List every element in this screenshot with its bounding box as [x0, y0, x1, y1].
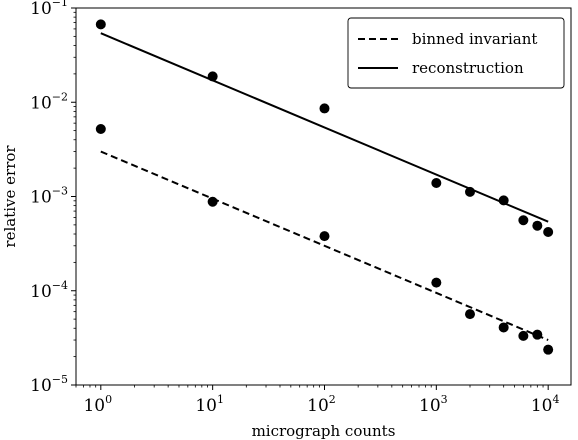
binned-invariant-fit-line: [100, 150, 549, 341]
x-tick-label: 102: [307, 393, 336, 416]
y-tick-label: 10−1: [30, 0, 68, 19]
reconstruction-point: [319, 103, 330, 114]
x-tick-label: 100: [83, 393, 112, 416]
x-axis-label: micrograph counts: [252, 422, 396, 440]
reconstruction-point: [95, 19, 106, 30]
legend-label: binned invariant: [412, 30, 537, 48]
legend: binned invariant reconstruction: [347, 17, 565, 89]
x-axis: 100 101 102 103 104: [75, 385, 560, 416]
x-tick-label: 103: [419, 393, 448, 416]
reconstruction-point: [431, 178, 442, 189]
binned-invariant-point: [518, 330, 529, 341]
plot-marks: [95, 19, 554, 355]
x-tick-label: 101: [195, 393, 224, 416]
reconstruction-fit-line: [100, 32, 549, 223]
binned-invariant-point: [498, 322, 509, 333]
binned-invariant-point: [319, 231, 330, 242]
y-tick-label: 10−4: [30, 279, 68, 302]
binned-invariant-point: [95, 124, 106, 135]
y-tick-label: 10−5: [30, 373, 68, 396]
y-tick-label: 10−3: [30, 185, 68, 208]
legend-box: [347, 17, 565, 89]
x-tick-label: 104: [531, 393, 560, 416]
reconstruction-point: [518, 215, 529, 226]
y-axis-label: relative error: [1, 145, 19, 248]
y-tick-label: 10−2: [30, 90, 68, 113]
binned-invariant-point: [464, 309, 475, 320]
legend-label: reconstruction: [412, 59, 524, 77]
reconstruction-point: [543, 227, 554, 238]
binned-invariant-point: [431, 277, 442, 288]
binned-invariant-point: [543, 344, 554, 355]
y-axis: 10−5 10−4 10−3 10−2 10−1: [30, 0, 76, 396]
reconstruction-point: [532, 220, 543, 231]
